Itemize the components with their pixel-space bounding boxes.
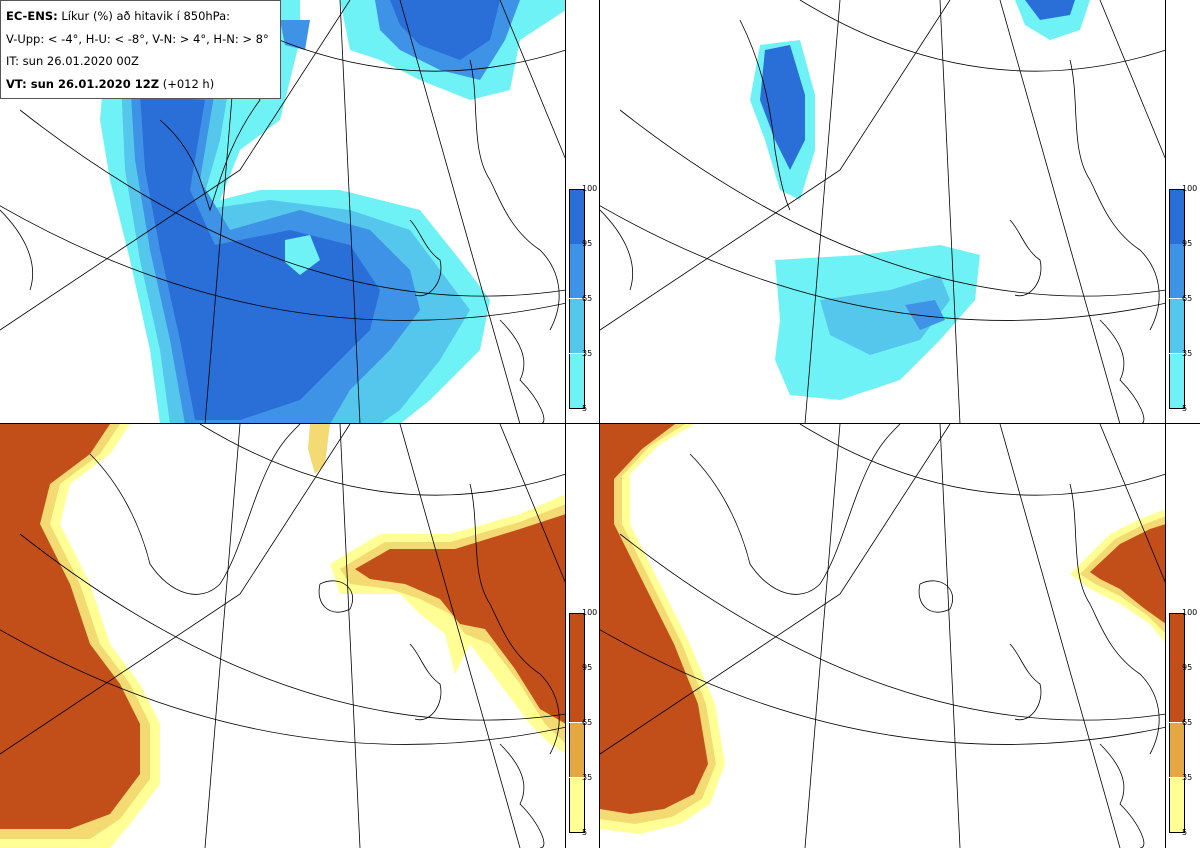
colorbar-cold-right: 100 95 65 35 5 — [1166, 0, 1200, 424]
cbar2-label-5: 5 — [1182, 404, 1188, 413]
cbar-seg-65-35 — [569, 299, 585, 353]
cbar3-seg-65-35 — [569, 723, 585, 777]
cbar-seg-100-95 — [569, 189, 585, 244]
map-cold-4-svg — [0, 0, 566, 424]
legend-valid-time: VT: sun 26.01.2020 12Z — [6, 76, 160, 91]
cbar3-label-100: 100 — [582, 608, 598, 617]
coastlines-2 — [600, 19, 1160, 424]
cold8-area-95-south — [905, 300, 945, 330]
legend-line-4: VT: sun 26.01.2020 12Z (+012 h) — [6, 73, 275, 96]
map-warm-4-svg — [0, 424, 566, 848]
cold8-area-100-ne — [1025, 0, 1075, 20]
cbar3-seg-35-5 — [569, 778, 585, 833]
cbar-label-65: 65 — [582, 294, 593, 303]
cbar3-label-5: 5 — [582, 828, 588, 837]
cbar4-seg-35-5 — [1169, 778, 1185, 833]
warm-area-65-north — [308, 424, 330, 474]
legend-box: EC-ENS: Líkur (%) að hitavik í 850hPa: V… — [0, 0, 281, 99]
cbar2-seg-95-65 — [1169, 244, 1185, 298]
cold-area-100-north — [390, 0, 500, 60]
map-panel-warm-4 — [0, 424, 566, 848]
cbar2-label-65: 65 — [1182, 294, 1193, 303]
cbar4-label-65: 65 — [1182, 718, 1193, 727]
cbar3-seg-95-65 — [569, 668, 585, 722]
map-panel-cold-8 — [600, 0, 1166, 424]
cbar-label-5: 5 — [582, 404, 588, 413]
legend-issue-time: IT: sun 26.01.2020 00Z — [6, 54, 139, 68]
legend-lead: (+012 h) — [162, 76, 215, 91]
cbar4-label-5: 5 — [1182, 828, 1188, 837]
cbar2-label-100: 100 — [1182, 184, 1198, 193]
cold8-area-100-greenland — [760, 45, 805, 170]
legend-line-1: EC-ENS: Líkur (%) að hitavik í 850hPa: — [6, 5, 275, 28]
cold-area-100-west — [140, 95, 380, 420]
colorbar-warm-left: 100 95 65 35 5 — [566, 424, 600, 848]
cbar2-label-35: 35 — [1182, 349, 1193, 358]
warm8-area-100-east — [1090, 524, 1166, 624]
legend-model: EC-ENS: — [6, 9, 58, 23]
horizontal-divider — [0, 423, 1200, 424]
cbar-seg-35-5 — [569, 354, 585, 409]
graticule-4 — [600, 424, 1166, 848]
cbar4-label-35: 35 — [1182, 773, 1193, 782]
cbar2-seg-35-5 — [1169, 354, 1185, 409]
warm-area-100-west — [0, 424, 140, 829]
graticule-3 — [0, 424, 566, 848]
warm-area-100-east — [355, 514, 566, 724]
cbar4-label-100: 100 — [1182, 608, 1198, 617]
map-cold-8-svg — [600, 0, 1166, 424]
cbar4-seg-65-35 — [1169, 723, 1185, 777]
vertical-divider-far — [1165, 0, 1166, 848]
cbar4-label-95: 95 — [1182, 663, 1193, 672]
cbar2-seg-100-95 — [1169, 189, 1185, 244]
graticule-2 — [600, 0, 1166, 424]
cbar-label-35: 35 — [582, 349, 593, 358]
cbar2-label-95: 95 — [1182, 239, 1193, 248]
vertical-divider-left — [565, 0, 566, 848]
cold-area-hole — [285, 235, 320, 275]
cold8-area-65-south — [820, 275, 950, 355]
cbar3-seg-100-95 — [569, 613, 585, 668]
warm8-area-100-west — [600, 424, 708, 814]
legend-thresholds: V-Upp: < -4°, H-U: < -8°, V-N: > 4°, H-N… — [6, 31, 269, 46]
coastlines-3 — [89, 424, 560, 848]
coastlines-4 — [689, 424, 1160, 848]
colorbar-cold-left: 100 95 65 35 5 — [566, 0, 600, 424]
map-panel-cold-4: EC-ENS: Líkur (%) að hitavik í 850hPa: V… — [0, 0, 566, 424]
cbar2-seg-65-35 — [1169, 299, 1185, 353]
vertical-divider-right — [599, 0, 600, 848]
cbar4-seg-100-95 — [1169, 613, 1185, 668]
map-panel-warm-8 — [600, 424, 1166, 848]
legend-title: Líkur (%) að hitavik í 850hPa: — [61, 9, 231, 23]
cbar4-seg-95-65 — [1169, 668, 1185, 722]
cbar-label-100: 100 — [582, 184, 598, 193]
cbar-seg-95-65 — [569, 244, 585, 298]
cbar3-label-65: 65 — [582, 718, 593, 727]
graticule — [0, 0, 566, 424]
cold-area-95-nw — [280, 20, 310, 50]
cbar3-label-95: 95 — [582, 663, 593, 672]
colorbar-warm-right: 100 95 65 35 5 — [1166, 424, 1200, 848]
map-warm-8-svg — [600, 424, 1166, 848]
cbar-label-95: 95 — [582, 239, 593, 248]
cbar3-label-35: 35 — [582, 773, 593, 782]
